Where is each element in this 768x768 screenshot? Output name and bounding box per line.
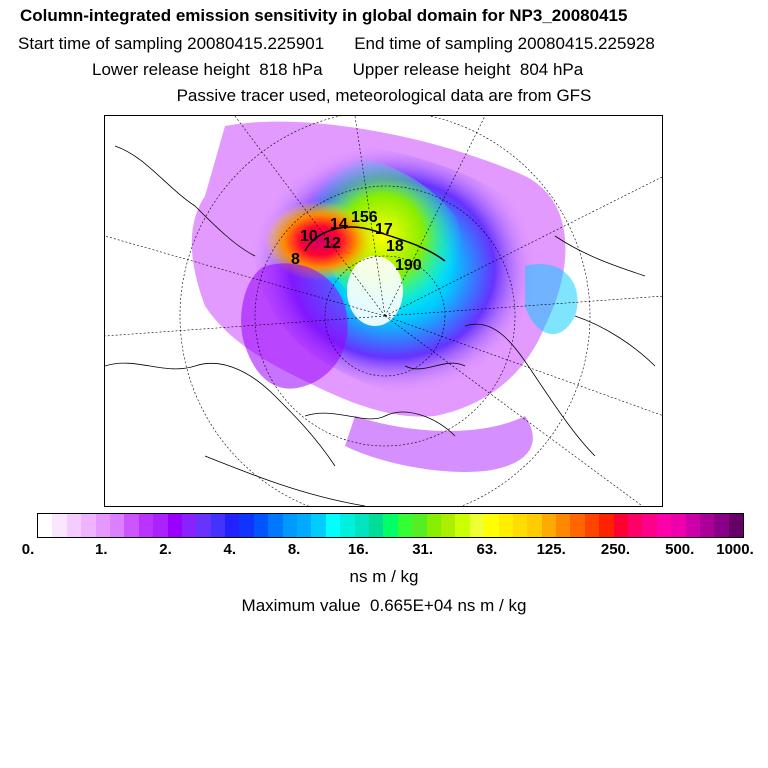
colorbar-cell <box>440 514 456 537</box>
colorbar-tick-label: 500. <box>665 541 695 558</box>
colorbar-cell <box>210 514 226 537</box>
traj-label: 18 <box>386 238 404 255</box>
map-canvas: 10 14 12 156 17 18 190 8 <box>105 116 662 506</box>
colorbar-tick-label: 16. <box>347 541 369 558</box>
colorbar-cell <box>527 514 542 537</box>
graticule <box>105 116 662 506</box>
colorbar-cell <box>685 514 700 537</box>
trajectory-labels: 10 14 12 156 17 18 190 8 <box>291 209 422 274</box>
colorbar-cell <box>613 514 629 537</box>
colorbar <box>37 513 744 538</box>
colorbar-cell <box>138 514 154 537</box>
colorbar-cell <box>642 514 657 537</box>
colorbar-tick-label: 63. <box>476 541 498 558</box>
plume <box>191 121 578 472</box>
colorbar-cell <box>38 514 53 537</box>
colorbar-tick-label: 8. <box>287 541 301 558</box>
colorbar-cell <box>167 514 182 537</box>
colorbar-tick-label: 1. <box>95 541 108 558</box>
colorbar-cell <box>196 514 211 537</box>
coastlines <box>105 145 656 506</box>
colorbar-cell <box>95 514 110 537</box>
colorbar-cell <box>81 514 96 537</box>
colorbar-tick-label: 125. <box>536 541 566 558</box>
colorbar-cell <box>728 514 744 537</box>
colorbar-cell <box>714 514 729 537</box>
colorbar-cell <box>556 514 571 537</box>
colorbar-cell <box>124 514 139 537</box>
colorbar-cell <box>412 514 427 537</box>
traj-label: 156 <box>351 209 378 226</box>
colorbar-cell <box>268 514 283 537</box>
colorbar-cell <box>297 514 312 537</box>
colorbar-cell <box>628 514 643 537</box>
traj-label: 14 <box>330 216 348 233</box>
colorbar-cell <box>239 514 254 537</box>
colorbar-cell <box>699 514 715 537</box>
colorbar-tick-label: 250. <box>600 541 631 558</box>
traj-label: 17 <box>375 221 393 238</box>
colorbar-tick-label: 4. <box>223 541 237 558</box>
colorbar-cell <box>66 514 82 537</box>
colorbar-cell <box>584 514 600 537</box>
release-heights: Lower release height 818 hPa Upper releas… <box>92 60 768 80</box>
traj-label: 12 <box>323 235 341 252</box>
page-title: Column-integrated emission sensitivity i… <box>20 6 628 25</box>
colorbar-cell <box>354 514 369 537</box>
colorbar-cell <box>469 514 485 537</box>
colorbar-cell <box>671 514 686 537</box>
traj-label: 10 <box>300 228 318 245</box>
traj-label: 190 <box>395 257 422 274</box>
colorbar-cell <box>397 514 413 537</box>
colorbar-cell <box>52 514 67 537</box>
colorbar-cell <box>340 514 355 537</box>
tracer-note: Passive tracer used, meteorological data… <box>176 86 592 105</box>
colorbar-cell <box>153 514 168 537</box>
traj-label: 8 <box>291 251 300 268</box>
colorbar-cell <box>311 514 326 537</box>
colorbar-cell <box>455 514 470 537</box>
end-time: End time of sampling 20080415.225928 <box>354 34 655 53</box>
colorbar-cell <box>426 514 441 537</box>
colorbar-tick-label: 1000. <box>716 541 754 558</box>
colorbar-cell <box>225 514 240 537</box>
maximum-value: Maximum value 0.665E+04 ns m / kg <box>241 596 527 615</box>
colorbar-cell <box>656 514 672 537</box>
colorbar-cell <box>181 514 197 537</box>
colorbar-tick-label: 2. <box>159 541 172 558</box>
sensitivity-map: 10 14 12 156 17 18 190 8 <box>104 115 663 507</box>
colorbar-tick-label: 0. <box>21 541 35 558</box>
colorbar-cell <box>282 514 298 537</box>
colorbar-tick-label: 31. <box>412 541 434 558</box>
lower-release-height: Lower release height 818 hPa <box>92 60 323 79</box>
colorbar-cell <box>498 514 513 537</box>
colorbar-cell <box>541 514 557 537</box>
colorbar-cell <box>325 514 341 537</box>
colorbar-cell <box>570 514 585 537</box>
start-time: Start time of sampling 20080415.225901 <box>18 34 325 53</box>
colorbar-cell <box>512 514 528 537</box>
colorbar-cell <box>253 514 269 537</box>
upper-release-height: Upper release height 804 hPa <box>352 60 584 79</box>
colorbar-cell <box>109 514 125 537</box>
colorbar-cell <box>599 514 614 537</box>
sampling-times: Start time of sampling 20080415.225901 En… <box>18 34 768 54</box>
colorbar-ticks: 0. 1. 2. 4. 8. 16. 31. 63. 125. 250. 500. 1000. <box>0 541 768 561</box>
colorbar-cell <box>383 514 398 537</box>
trajectory-path <box>304 226 446 262</box>
colorbar-cell <box>368 514 384 537</box>
colorbar-cell <box>484 514 499 537</box>
colorbar-units: ns m / kg <box>349 567 419 586</box>
